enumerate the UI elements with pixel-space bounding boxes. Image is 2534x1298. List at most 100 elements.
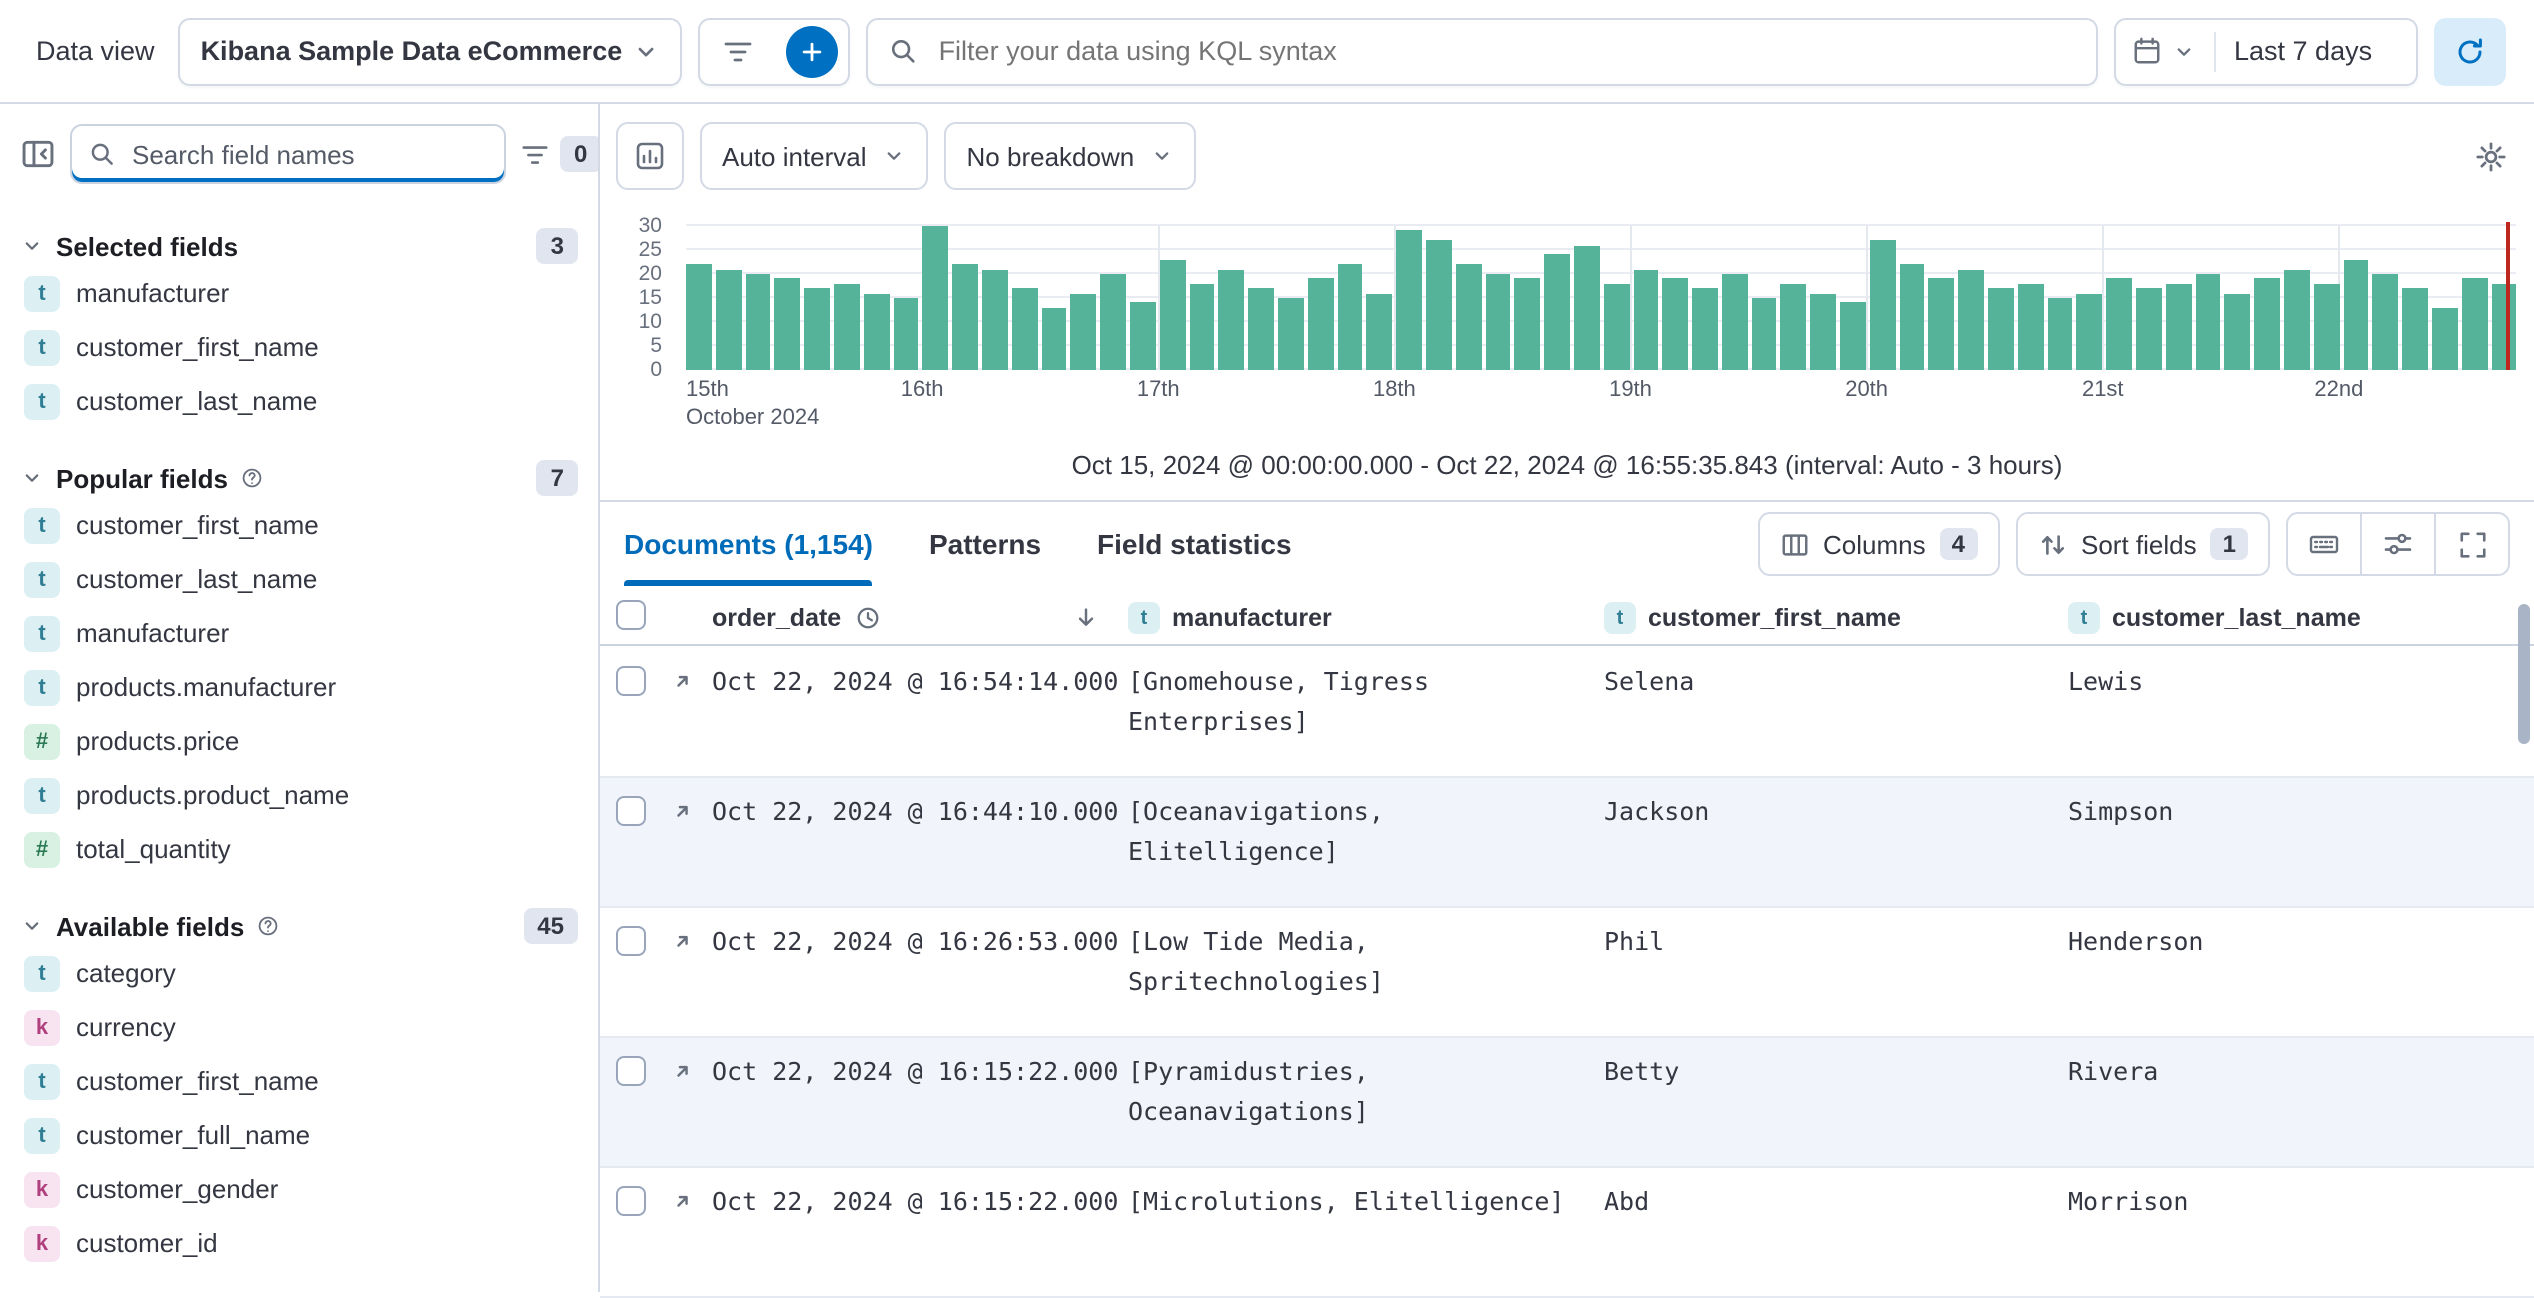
field-item[interactable]: t customer_full_name [20, 1108, 578, 1162]
field-search-input[interactable] [128, 137, 488, 171]
field-filter-count: 0 [560, 136, 598, 172]
collapse-sidebar-button[interactable] [20, 128, 56, 180]
section-label: Available fields [56, 911, 245, 941]
column-name: customer_first_name [1648, 604, 1901, 632]
field-item[interactable]: k customer_gender [20, 1162, 578, 1216]
cell-order-date: Oct 22, 2024 @ 16:54:14.000 [712, 666, 1119, 696]
time-range-value[interactable]: Last 7 days [2234, 36, 2373, 66]
breakdown-select[interactable]: No breakdown [944, 122, 1197, 190]
refresh-button[interactable] [2434, 17, 2506, 85]
field-name: customer_first_name [76, 1066, 319, 1096]
expand-row-icon[interactable] [668, 1188, 696, 1216]
display-options-button[interactable] [2360, 514, 2434, 574]
field-name: customer_gender [76, 1174, 279, 1204]
sort-updown-icon [2037, 529, 2067, 559]
table-header: order_date t manufacturer t customer_fir… [600, 592, 2534, 646]
section-label: Selected fields [56, 231, 239, 261]
selected-fields-section: Selected fields 3 t manufacturer t custome… [0, 226, 598, 428]
field-item[interactable]: # total_quantity [20, 822, 578, 876]
histogram-gridlines [686, 224, 2516, 370]
field-item[interactable]: k currency [20, 1000, 578, 1054]
field-item[interactable]: t category [20, 946, 578, 1000]
sort-descending-icon[interactable] [1072, 604, 1100, 632]
field-filter-button[interactable]: 0 [520, 136, 598, 172]
field-item[interactable]: t customer_first_name [20, 498, 578, 552]
field-item[interactable]: k customer_id [20, 1216, 578, 1270]
field-name: currency [76, 1012, 176, 1042]
text-field-token: t [1604, 602, 1636, 634]
cell-order-date: Oct 22, 2024 @ 16:44:10.000 [712, 796, 1119, 826]
column-header-order-date[interactable]: order_date [712, 604, 1128, 632]
columns-button[interactable]: Columns 4 [1757, 512, 1999, 576]
expand-row-icon[interactable] [668, 1058, 696, 1086]
fullscreen-button[interactable] [2434, 514, 2508, 574]
interval-select[interactable]: Auto interval [700, 122, 929, 190]
data-view-selector[interactable]: Kibana Sample Data eCommerce [178, 17, 683, 85]
cell-order-date: Oct 22, 2024 @ 16:15:22.000 [712, 1056, 1119, 1086]
field-item[interactable]: t manufacturer [20, 266, 578, 320]
current-time-marker [2506, 222, 2510, 370]
expand-row-icon[interactable] [668, 798, 696, 826]
chart-options-button[interactable] [2462, 128, 2518, 184]
field-item[interactable]: t products.product_name [20, 768, 578, 822]
available-fields-header[interactable]: Available fields 45 [20, 906, 578, 946]
edit-visualization-button[interactable] [616, 122, 684, 190]
text-field-token: t [24, 615, 60, 651]
field-name: products.product_name [76, 780, 350, 810]
row-checkbox[interactable] [616, 796, 646, 826]
row-checkbox[interactable] [616, 666, 646, 696]
expand-row-icon[interactable] [668, 928, 696, 956]
add-filter-button[interactable] [775, 19, 849, 83]
filter-controls [698, 17, 851, 85]
row-checkbox[interactable] [616, 1056, 646, 1086]
keyword-field-token: k [24, 1009, 60, 1045]
field-item[interactable]: t customer_first_name [20, 1054, 578, 1108]
field-item[interactable]: # products.price [20, 714, 578, 768]
field-item[interactable]: t products.manufacturer [20, 660, 578, 714]
row-checkbox[interactable] [616, 1186, 646, 1216]
selected-fields-header[interactable]: Selected fields 3 [20, 226, 578, 266]
kql-query-input[interactable] [934, 34, 2076, 68]
data-view-label[interactable]: Data view [36, 36, 155, 66]
expand-row-icon[interactable] [668, 668, 696, 696]
field-item[interactable]: t customer_last_name [20, 374, 578, 428]
cell-customer-first-name: Phil [1604, 926, 1665, 956]
kql-search-bar[interactable] [866, 17, 2098, 85]
select-all-checkbox[interactable] [616, 600, 646, 630]
field-item[interactable]: t customer_first_name [20, 320, 578, 374]
column-header-customer-last-name[interactable]: t customer_last_name [2068, 602, 2534, 634]
text-field-token: t [24, 383, 60, 419]
field-item[interactable]: t customer_last_name [20, 552, 578, 606]
search-icon [889, 36, 919, 66]
text-field-token: t [24, 561, 60, 597]
popular-fields-header[interactable]: Popular fields 7 [20, 458, 578, 498]
cell-customer-first-name: Betty [1604, 1056, 1680, 1086]
tab-patterns[interactable]: Patterns [928, 528, 1042, 560]
table-row: Oct 22, 2024 @ 16:44:10.000 [Oceanavigat… [600, 778, 2534, 908]
table-row: Oct 22, 2024 @ 16:54:14.000 [Gnomehouse,… [600, 648, 2534, 778]
date-picker[interactable]: Last 7 days [2114, 17, 2418, 85]
field-item[interactable]: t manufacturer [20, 606, 578, 660]
tab-documents[interactable]: Documents (1,154) [624, 502, 874, 586]
keyboard-shortcuts-button[interactable] [2288, 514, 2360, 574]
sort-fields-button[interactable]: Sort fields 1 [2015, 512, 2270, 576]
table-row: Oct 22, 2024 @ 16:26:53.000 [Low Tide Me… [600, 908, 2534, 1038]
histogram-y-axis: 0 5 10 15 20 25 30 [638, 214, 662, 382]
column-name: order_date [712, 604, 842, 632]
fullscreen-icon [2457, 529, 2487, 559]
vertical-scrollbar[interactable] [2518, 604, 2530, 744]
field-name: customer_last_name [76, 386, 318, 416]
text-field-token: t [24, 1117, 60, 1153]
column-header-manufacturer[interactable]: t manufacturer [1128, 602, 1604, 634]
row-checkbox[interactable] [616, 926, 646, 956]
field-search-box[interactable] [70, 124, 506, 184]
data-view-value: Kibana Sample Data eCommerce [200, 36, 623, 66]
chevron-down-icon [633, 37, 661, 65]
grid-toolbar: Columns 4 Sort fields 1 [1757, 512, 2510, 576]
column-header-customer-first-name[interactable]: t customer_first_name [1604, 602, 2068, 634]
tab-field-statistics[interactable]: Field statistics [1097, 528, 1292, 560]
chevron-down-icon [1150, 144, 1174, 168]
filter-icon [520, 139, 550, 169]
saved-query-menu-button[interactable] [701, 19, 775, 83]
number-field-token: # [24, 723, 60, 759]
